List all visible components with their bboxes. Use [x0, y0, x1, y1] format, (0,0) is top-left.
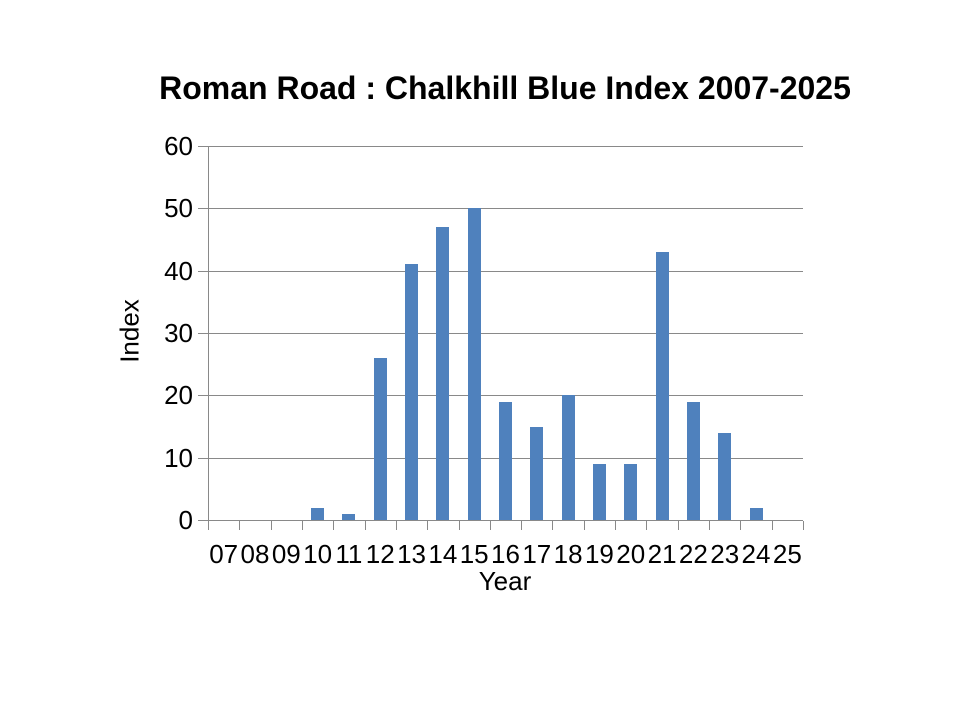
x-axis-tick: [301, 521, 303, 530]
bar-19: [592, 463, 606, 520]
x-axis-tick: [615, 521, 617, 530]
x-tick-label: 19: [584, 539, 614, 569]
bar-17: [530, 426, 544, 520]
x-tick-label: 14: [428, 539, 458, 569]
x-axis-tick: [458, 521, 460, 530]
y-tick-label: 0: [178, 505, 193, 535]
x-tick-label: 07: [209, 539, 239, 569]
x-tick-label: 16: [491, 539, 520, 569]
y-tick-label: 60: [164, 131, 193, 161]
bar-22: [686, 401, 700, 520]
x-tick-label: 13: [397, 539, 426, 569]
y-tick-label: 30: [164, 318, 193, 348]
x-tick-label: 22: [678, 539, 708, 569]
bar-20: [624, 463, 638, 520]
y-axis-tick: [198, 146, 208, 147]
x-axis-tick: [646, 521, 648, 530]
x-tick-label: 11: [335, 539, 363, 569]
y-axis-tick: [198, 270, 208, 272]
x-axis-tick: [364, 521, 366, 530]
x-axis-tick: [709, 521, 711, 530]
x-axis-tick: [803, 521, 804, 530]
x-axis-tick: [270, 521, 272, 530]
x-axis-tick: [333, 521, 335, 530]
x-tick-label: 15: [459, 539, 489, 569]
x-tick-label: 20: [616, 539, 646, 569]
bar-15: [467, 208, 481, 520]
bar-23: [718, 432, 732, 520]
x-axis-title: Year: [478, 566, 532, 596]
x-tick-label: 10: [303, 539, 333, 569]
y-axis-line: [208, 146, 209, 521]
y-gridline: [208, 208, 803, 210]
y-axis-tick: [198, 457, 208, 459]
y-tick-label: 10: [164, 442, 193, 473]
y-axis-tick: [198, 395, 208, 397]
y-axis-tick: [198, 520, 208, 521]
y-axis-tick: [198, 208, 208, 210]
x-tick-label: 17: [522, 539, 552, 569]
y-gridline: [208, 333, 803, 334]
y-axis-tick: [198, 333, 208, 334]
x-tick-label: 23: [710, 539, 740, 569]
x-axis-tick: [521, 521, 523, 530]
x-axis-tick: [239, 521, 241, 530]
bar-13: [405, 264, 419, 520]
x-axis-tick: [395, 521, 397, 530]
x-axis-tick: [677, 521, 679, 530]
x-axis-tick: [427, 521, 429, 530]
bar-11: [342, 513, 356, 520]
x-tick-label: 21: [647, 539, 677, 569]
x-axis-line: [208, 520, 803, 521]
x-tick-label: 25: [772, 539, 802, 569]
x-axis-tick: [208, 521, 209, 530]
x-axis-tick: [489, 521, 491, 530]
x-tick-label: 09: [271, 539, 301, 569]
x-axis-tick: [740, 521, 742, 530]
x-axis-tick: [583, 521, 585, 530]
x-tick-label: 12: [365, 539, 395, 569]
bar-12: [373, 357, 387, 520]
bar-14: [436, 227, 450, 520]
y-gridline: [208, 395, 803, 397]
y-tick-label: 40: [164, 255, 193, 286]
x-tick-label: 24: [741, 539, 771, 569]
bar-18: [561, 395, 575, 520]
bar-24: [749, 507, 763, 520]
x-axis-tick: [552, 521, 554, 530]
y-tick-label: 50: [164, 193, 193, 224]
bar-21: [655, 251, 669, 520]
bar-16: [499, 401, 512, 520]
y-gridline: [208, 270, 803, 272]
chart-title: Roman Road : Chalkhill Blue Index 2007-2…: [159, 70, 851, 106]
x-tick-label: 08: [240, 539, 270, 569]
x-axis-tick: [771, 521, 773, 530]
x-tick-label: 18: [553, 539, 583, 569]
bar-10: [311, 507, 325, 520]
y-tick-label: 20: [164, 380, 193, 411]
y-gridline: [208, 146, 803, 147]
